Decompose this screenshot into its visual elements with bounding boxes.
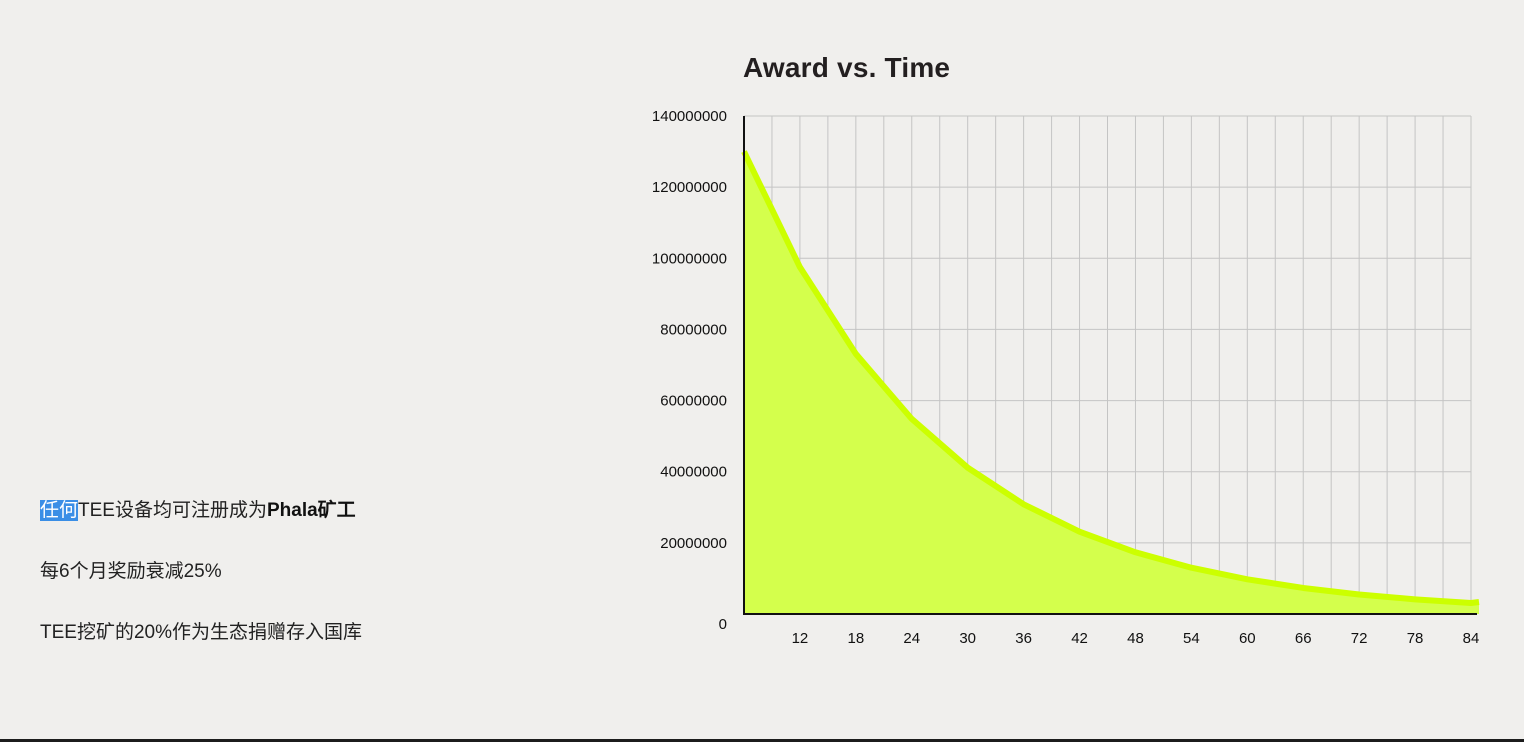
y-tick-label: 20000000 <box>660 535 727 552</box>
x-tick-label: 72 <box>1351 630 1368 647</box>
feature-text: TEE挖矿的20%作为生态捐赠存入国库 <box>40 622 362 643</box>
y-tick-label: 80000000 <box>660 321 727 338</box>
feature-line-2: 每6个月奖励衰减25% <box>40 557 362 587</box>
feature-list: 任何TEE设备均可注册成为Phala矿工 每6个月奖励衰减25% TEE挖矿的2… <box>40 496 362 648</box>
x-tick-label: 78 <box>1407 630 1424 647</box>
x-tick-label: 84 <box>1463 630 1480 647</box>
y-tick-label: 0 <box>719 616 727 633</box>
x-tick-label: 36 <box>1015 630 1032 647</box>
selected-text-highlight[interactable]: 任何 <box>40 500 79 521</box>
x-tick-label: 30 <box>959 630 976 647</box>
series-line <box>741 150 1480 607</box>
area-fill <box>744 151 1479 615</box>
chart-title: Award vs. Time <box>743 52 951 83</box>
y-tick-label: 40000000 <box>660 464 727 481</box>
bottom-divider <box>0 739 1524 742</box>
x-tick-label: 18 <box>848 630 865 647</box>
x-tick-label: 24 <box>903 630 920 647</box>
feature-text: 每6个月奖励衰减25% <box>40 561 222 582</box>
feature-text: TEE设备均可注册成为 <box>78 500 267 521</box>
y-tick-label: 140000000 <box>652 108 727 125</box>
y-tick-label: 100000000 <box>652 250 727 267</box>
feature-bold-text: Phala矿工 <box>266 500 356 521</box>
y-tick-label: 120000000 <box>652 179 727 196</box>
x-tick-label: 66 <box>1295 630 1312 647</box>
x-tick-label: 60 <box>1239 630 1256 647</box>
feature-line-1: 任何TEE设备均可注册成为Phala矿工 <box>40 496 362 526</box>
x-tick-label: 42 <box>1071 630 1088 647</box>
y-tick-label: 60000000 <box>660 393 727 410</box>
x-tick-label: 12 <box>792 630 809 647</box>
feature-line-3: TEE挖矿的20%作为生态捐赠存入国库 <box>40 618 362 648</box>
x-tick-label: 54 <box>1183 630 1200 647</box>
x-tick-label: 48 <box>1127 630 1144 647</box>
